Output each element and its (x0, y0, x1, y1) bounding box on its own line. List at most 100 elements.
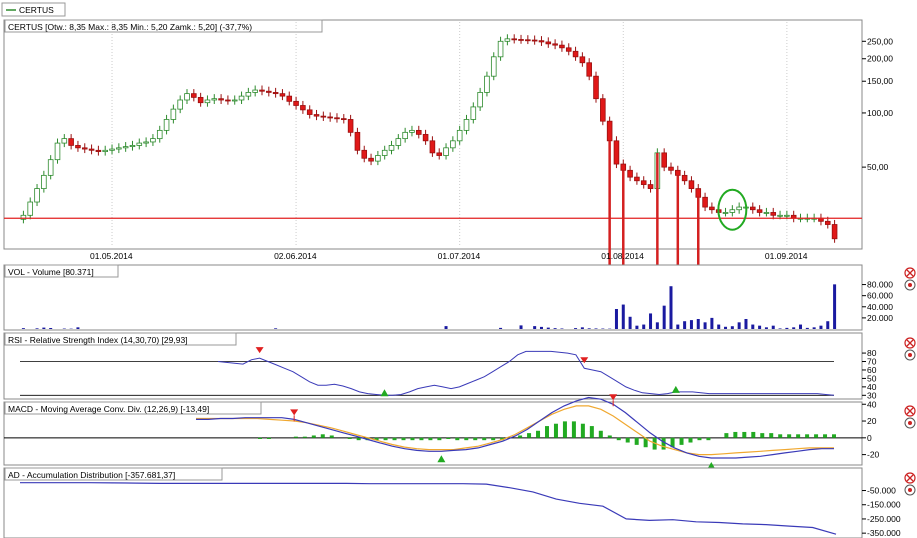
volume-panel[interactable]: VOL - Volume [80.371] 80.00060.00040.000… (3, 264, 893, 331)
candle (313, 114, 320, 117)
panel-options-button[interactable] (904, 279, 916, 291)
macd-hist-bar (616, 437, 621, 441)
ad-panel[interactable]: AD - Accumulation Distribution [-357.681… (3, 467, 901, 538)
candle (341, 118, 347, 121)
macd-hist-bar (778, 434, 783, 438)
volume-bar (737, 322, 741, 329)
candle (150, 138, 156, 143)
ad-header: AD - Accumulation Distribution [-357.681… (8, 470, 175, 480)
price-panel[interactable]: CERTUS [Otw.: 8,35 Max.: 8,35 Min.: 5,20… (3, 19, 893, 300)
macd-hist-bar (625, 437, 630, 443)
rsi-y-tick-label: 40 (867, 382, 877, 392)
candle (525, 39, 531, 42)
candle (831, 224, 838, 240)
x-tick-label: 01.07.2014 (438, 251, 481, 261)
candle (102, 149, 108, 152)
volume-bar (812, 327, 816, 329)
ad-line (20, 482, 837, 535)
candle (27, 201, 34, 216)
candle (470, 106, 477, 120)
candle (824, 220, 831, 225)
ad-header-box (4, 467, 223, 481)
volume-bar (799, 324, 803, 329)
macd-hist-bar (482, 437, 487, 441)
candle (95, 149, 102, 152)
candle (204, 99, 211, 104)
volume-bar (785, 327, 789, 329)
panel-options-button[interactable] (904, 417, 916, 429)
candle (647, 184, 654, 189)
volume-bar (689, 320, 693, 329)
panel-close-button[interactable] (904, 267, 916, 279)
macd-hist-bar (545, 426, 549, 438)
macd-y-tick-label: 20 (867, 416, 877, 426)
candle (552, 43, 558, 46)
volume-bar (49, 328, 53, 329)
volume-bar (580, 327, 584, 329)
macd-header-box (4, 401, 262, 415)
x-tick-label: 01.09.2014 (765, 251, 808, 261)
volume-bar (76, 327, 80, 329)
candle (163, 119, 170, 131)
rsi-panel[interactable]: RSI - Relative Strength Index (14,30,70)… (3, 332, 877, 400)
macd-hist-bar (733, 431, 738, 438)
macd-hist-bar (446, 437, 451, 439)
panel-close-button[interactable] (904, 472, 916, 484)
candle (402, 131, 408, 140)
price-plot-area (3, 19, 863, 250)
ad-y-tick-label: -250.000 (867, 514, 901, 524)
volume-bar (628, 316, 632, 329)
macd-hist-bar (410, 437, 415, 441)
candle (538, 40, 545, 43)
candle (450, 140, 456, 149)
volume-bar (587, 328, 591, 329)
rsi-buy-marker (380, 389, 389, 397)
macd-hist-bar (320, 434, 325, 438)
volume-bar (642, 324, 646, 329)
volume-bar (574, 328, 578, 329)
candle (177, 99, 183, 110)
candle (429, 140, 436, 154)
panel-close-button[interactable] (904, 337, 916, 349)
macd-hist-bar (392, 437, 397, 441)
candle (327, 116, 333, 119)
candle (415, 129, 422, 135)
macd-hist-bar (796, 434, 801, 438)
ad-y-tick-label: -350.000 (867, 528, 901, 538)
candle (156, 129, 163, 140)
price-y-tick-label: 100,00 (867, 108, 893, 118)
highlight-circle (717, 188, 748, 231)
candle (381, 149, 388, 156)
panel-options-button[interactable] (904, 349, 916, 361)
macd-hist-bar (598, 430, 603, 438)
volume-bar (539, 326, 543, 329)
candle (456, 129, 463, 142)
candle (272, 92, 279, 95)
x-tick-label: 02.06.2014 (274, 251, 317, 261)
candle (463, 119, 470, 131)
panel-close-button[interactable] (904, 405, 916, 417)
macd-hist-bar (814, 434, 819, 438)
macd-hist-bar (670, 437, 675, 448)
candle (20, 214, 27, 220)
price-y-tick-label: 150,00 (867, 76, 893, 86)
candle (640, 180, 647, 185)
volume-bar (546, 327, 550, 329)
candle (579, 56, 586, 64)
candle (702, 196, 708, 208)
volume-bar (444, 326, 448, 329)
candle (347, 119, 354, 133)
volume-bar (35, 328, 39, 329)
candle (497, 40, 504, 58)
candle (409, 129, 415, 133)
macd-panel[interactable]: MACD - Moving Average Conv. Div. (12,26,… (3, 394, 880, 469)
candle (545, 41, 552, 45)
macd-hist-bar (302, 436, 307, 438)
volume-bar (635, 325, 639, 329)
macd-hist-bar (724, 433, 729, 438)
macd-hist-bar (787, 434, 792, 438)
legend[interactable]: CERTUS (1, 2, 66, 17)
panel-options-button[interactable] (904, 484, 916, 496)
volume-bar (730, 326, 734, 329)
candle (531, 39, 538, 42)
